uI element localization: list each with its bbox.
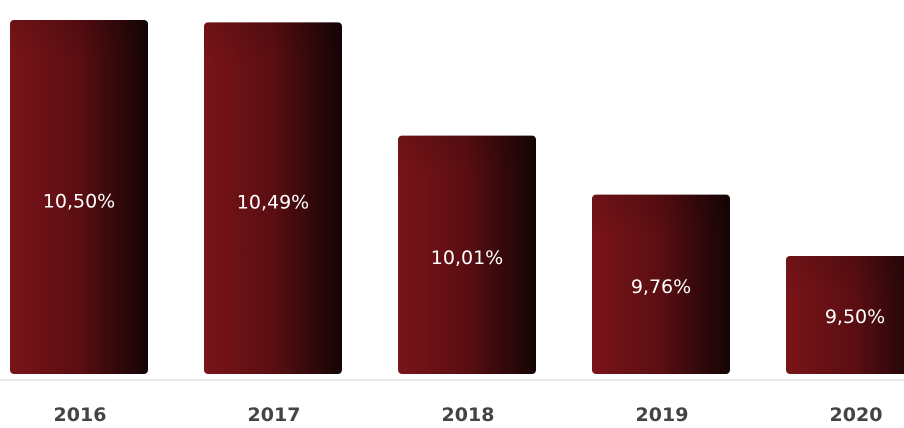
- data-label-2020: 9,50%: [825, 306, 885, 328]
- x-tick-label-2017: 2017: [248, 404, 301, 426]
- x-tick-labels-group: 2016 2017 2018 2019 2020: [54, 404, 883, 426]
- bar-shade-2019: [592, 194, 730, 235]
- x-tick-label-2018: 2018: [442, 404, 495, 426]
- data-label-2017: 10,49%: [237, 192, 309, 214]
- x-tick-label-2020: 2020: [830, 404, 883, 426]
- bar-2016: [10, 20, 148, 374]
- x-tick-label-2016: 2016: [54, 404, 107, 426]
- bar-2017: [204, 22, 342, 375]
- bar-shade-2016: [10, 20, 148, 60]
- bar-shade-2018: [398, 135, 536, 176]
- bars-group: [10, 20, 904, 375]
- bar-2019: [592, 194, 730, 374]
- data-label-2016: 10,50%: [43, 191, 115, 213]
- x-tick-label-2019: 2019: [636, 404, 689, 426]
- bar-shade-2017: [204, 22, 342, 63]
- data-labels-group: 10,50% 10,49% 10,01% 9,76% 9,50%: [43, 191, 885, 329]
- bar-2018: [398, 135, 536, 374]
- bar-shade-2020: [786, 256, 904, 296]
- data-label-2018: 10,01%: [431, 247, 503, 269]
- data-label-2019: 9,76%: [631, 276, 691, 298]
